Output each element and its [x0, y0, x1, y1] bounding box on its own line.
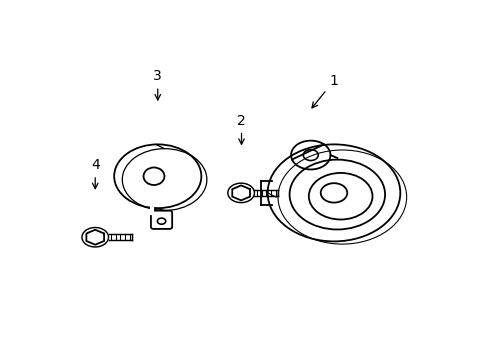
- Text: 2: 2: [237, 114, 245, 144]
- Text: 1: 1: [311, 74, 338, 108]
- Text: 3: 3: [153, 69, 162, 100]
- Text: 4: 4: [91, 158, 100, 189]
